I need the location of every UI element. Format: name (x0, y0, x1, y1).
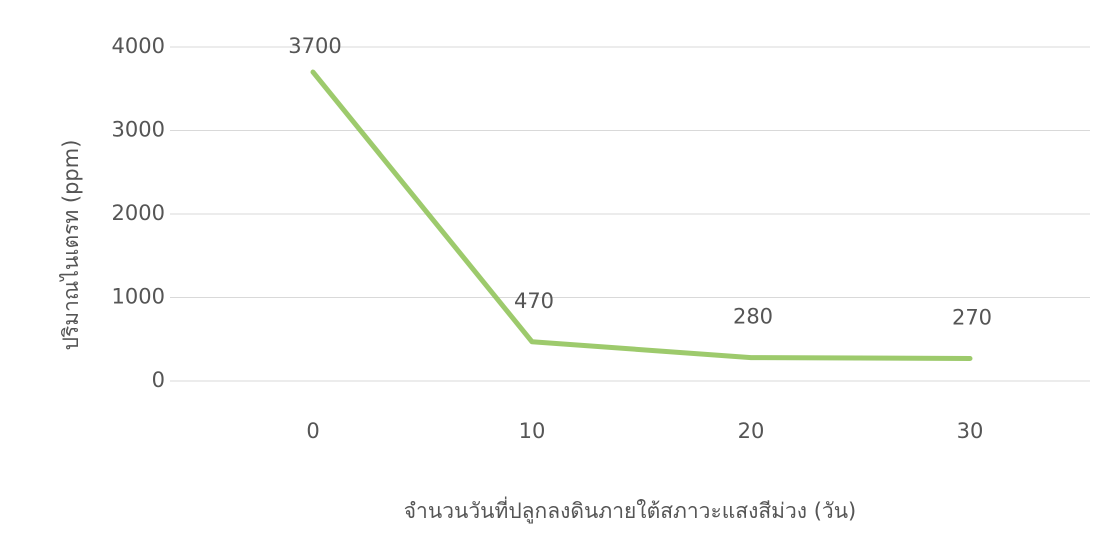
data-line (313, 72, 970, 358)
data-label: 3700 (288, 34, 341, 58)
y-tick-label: 2000 (112, 201, 165, 225)
y-tick-label: 3000 (112, 118, 165, 142)
y-tick-label: 0 (152, 368, 165, 392)
data-label: 270 (952, 305, 992, 329)
x-tick-label: 0 (306, 419, 319, 443)
data-label: 470 (514, 289, 554, 313)
x-tick-label: 20 (738, 419, 765, 443)
y-tick-label: 1000 (112, 285, 165, 309)
x-axis-title: จำนวนวันที่ปลูกลงดินภายใต้สภาวะแสงสีม่วง… (404, 496, 857, 524)
y-tick-label: 4000 (112, 34, 165, 58)
x-tick-label: 30 (957, 419, 984, 443)
chart: ปริมาณไนเตรท (ppm) จำนวนวันที่ปลูกลงดินภ… (0, 0, 1112, 552)
data-label: 280 (733, 305, 773, 329)
y-axis-title: ปริมาณไนเตรท (ppm) (59, 140, 83, 351)
x-tick-label: 10 (519, 419, 546, 443)
